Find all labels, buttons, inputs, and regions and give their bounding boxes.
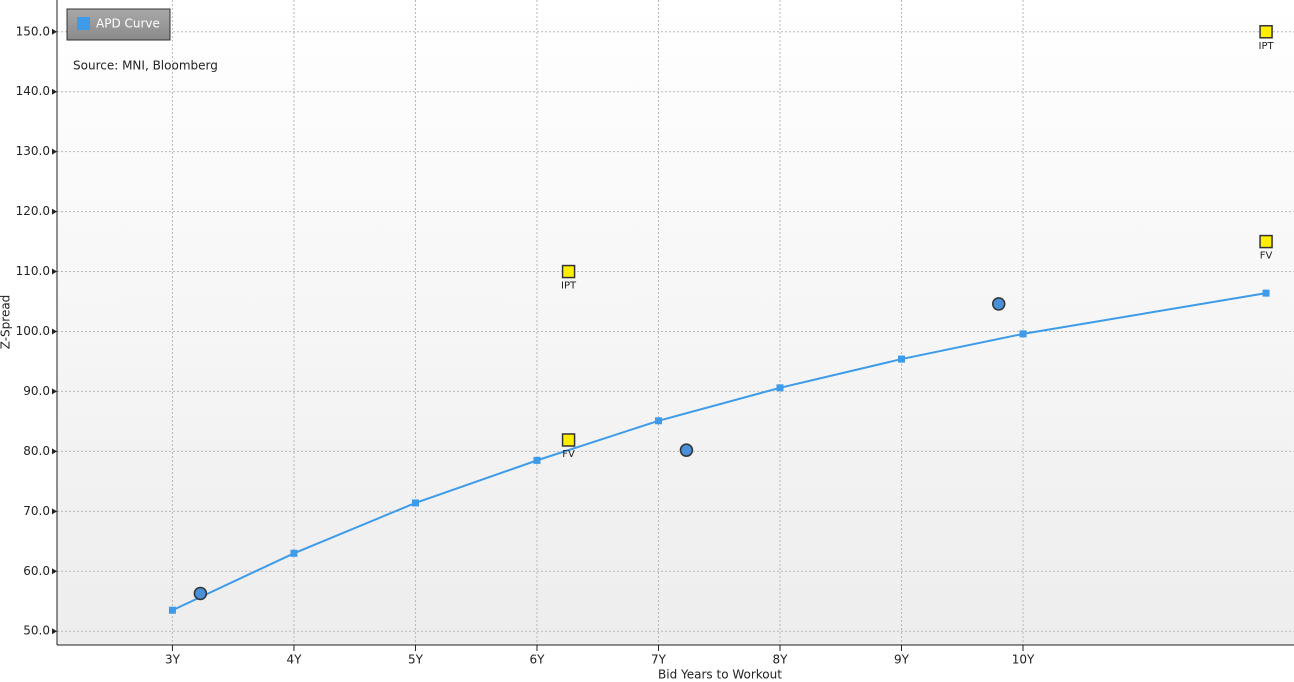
bond-point bbox=[679, 443, 694, 457]
y-tick-label: 120.0 bbox=[16, 204, 50, 218]
series-point bbox=[776, 384, 784, 392]
legend-label: APD Curve bbox=[96, 17, 160, 31]
y-tick-mark bbox=[52, 208, 57, 215]
y-tick-label: 50.0 bbox=[23, 624, 50, 638]
y-tick-mark bbox=[52, 568, 57, 575]
y-tick-label: 140.0 bbox=[16, 84, 50, 98]
y-tick-mark bbox=[52, 508, 57, 515]
series-point bbox=[1019, 330, 1027, 338]
series-point bbox=[290, 549, 298, 557]
y-tick-mark bbox=[52, 388, 57, 395]
series-point bbox=[411, 499, 419, 507]
bond-point bbox=[193, 586, 208, 601]
new-issue-label: IPT bbox=[1259, 41, 1275, 52]
series-point bbox=[1262, 289, 1270, 297]
x-tick-label: 4Y bbox=[286, 653, 302, 667]
new-issue-point bbox=[561, 264, 576, 279]
new-issue-label: FV bbox=[562, 449, 575, 460]
plot-area bbox=[57, 0, 1294, 645]
y-tick-label: 130.0 bbox=[16, 144, 50, 158]
x-tick-label: 6Y bbox=[529, 653, 545, 667]
y-tick-mark bbox=[52, 628, 57, 635]
y-tick-label: 60.0 bbox=[23, 564, 50, 578]
y-tick-mark bbox=[52, 28, 57, 35]
y-tick-label: 80.0 bbox=[23, 444, 50, 458]
series-point bbox=[898, 355, 906, 363]
y-tick-mark bbox=[52, 88, 57, 95]
y-tick-mark bbox=[52, 328, 57, 335]
series-point bbox=[533, 456, 541, 464]
y-tick-label: 150.0 bbox=[16, 24, 50, 38]
y-tick-label: 110.0 bbox=[16, 264, 50, 278]
x-axis-label: Bid Years to Workout bbox=[658, 668, 782, 682]
y-tick-label: 100.0 bbox=[16, 324, 50, 338]
new-issue-point bbox=[1259, 234, 1273, 249]
y-tick-mark bbox=[52, 148, 57, 155]
legend-swatch bbox=[77, 17, 90, 30]
x-tick-label: 5Y bbox=[408, 653, 424, 667]
y-tick-label: 90.0 bbox=[23, 384, 50, 398]
legend: APD Curve bbox=[66, 8, 171, 41]
y-axis-label: Z-Spread bbox=[0, 295, 13, 350]
x-tick-label: 3Y bbox=[165, 653, 181, 667]
series-point bbox=[168, 606, 176, 614]
y-tick-mark bbox=[52, 268, 57, 275]
y-tick-mark bbox=[52, 448, 57, 455]
x-tick-label: 9Y bbox=[894, 653, 910, 667]
new-issue-point bbox=[1259, 25, 1273, 39]
bond-point bbox=[991, 297, 1006, 311]
x-tick-label: 7Y bbox=[651, 653, 667, 667]
series-point bbox=[654, 417, 662, 425]
new-issue-label: FV bbox=[1260, 251, 1273, 262]
x-tick-label: 8Y bbox=[773, 653, 789, 667]
new-issue-label: IPT bbox=[561, 281, 577, 292]
x-tick-label: 10Y bbox=[1012, 653, 1035, 667]
y-tick-label: 70.0 bbox=[23, 504, 50, 518]
new-issue-point bbox=[561, 433, 576, 447]
source-note: Source: MNI, Bloomberg bbox=[73, 59, 218, 73]
